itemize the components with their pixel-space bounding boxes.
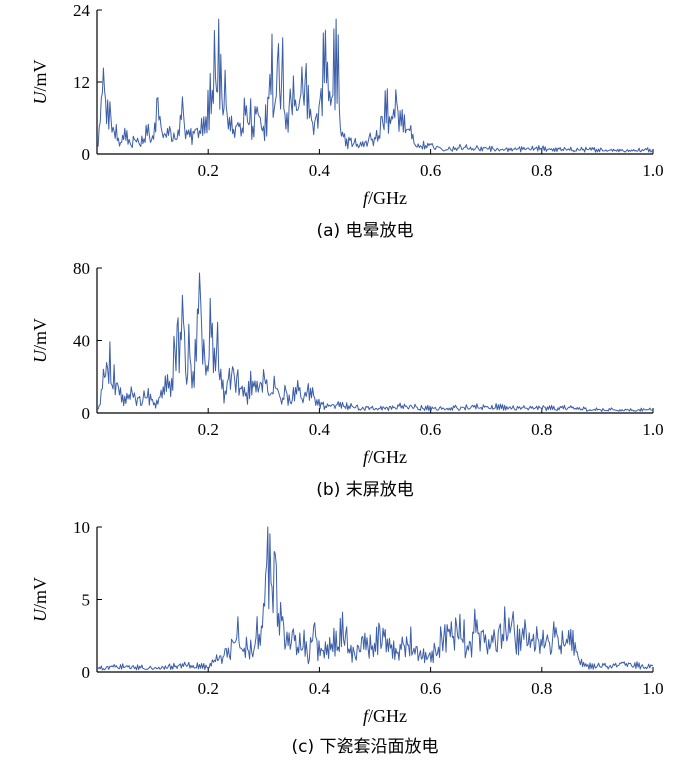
x-tick-label: 0.8 — [531, 679, 552, 698]
spectrum-line — [97, 526, 654, 671]
x-axis-unit: /GHz — [368, 706, 407, 726]
y-axis-unit: /mV — [30, 318, 50, 350]
y-axis-var: U — [30, 91, 50, 105]
panel-caption: (a) 电晕放电 — [316, 221, 413, 241]
panel-caption: (b) 末屏放电 — [316, 480, 413, 500]
y-tick-label: 0 — [82, 663, 91, 682]
y-tick-label: 5 — [82, 591, 91, 610]
chart-panel-0: 0 12 24 0.2 0.4 0.6 0.8 1.0 U/mV f/GHz (a) 电晕放电 — [30, 1, 664, 241]
x-tick-label: 0.4 — [309, 161, 331, 180]
y-tick-label: 12 — [73, 73, 90, 92]
x-axis-unit: /GHz — [368, 447, 407, 467]
y-tick-label: 80 — [73, 259, 90, 278]
x-axis-label: f/GHz — [363, 706, 407, 726]
panel-caption: (c) 下瓷套沿面放电 — [291, 737, 438, 757]
y-axis-var: U — [30, 349, 50, 363]
y-tick-label: 0 — [82, 404, 91, 423]
x-tick-label: 0.8 — [531, 420, 552, 439]
x-axis-label: f/GHz — [363, 188, 407, 208]
y-axis-label: U/mV — [30, 577, 50, 622]
x-axis-var: f — [363, 188, 371, 208]
x-tick-label: 1.0 — [642, 161, 663, 180]
y-axis-label: U/mV — [30, 318, 50, 363]
y-tick-label: 10 — [73, 518, 90, 537]
x-tick-label: 0.2 — [198, 161, 219, 180]
y-axis-unit: /mV — [30, 59, 50, 91]
x-axis-var: f — [363, 706, 371, 726]
x-tick-label: 0.4 — [309, 420, 331, 439]
x-tick-label: 0.6 — [420, 161, 441, 180]
x-tick-label: 1.0 — [642, 679, 663, 698]
x-tick-label: 0.2 — [198, 420, 219, 439]
spectrum-line — [97, 272, 654, 412]
y-axis-label: U/mV — [30, 59, 50, 104]
chart-panel-1: 0 40 80 0.2 0.4 0.6 0.8 1.0 U/mV f/GHz (b) 末屏放电 — [30, 259, 664, 500]
spectrum-line — [97, 18, 654, 153]
x-tick-label: 0.6 — [420, 420, 441, 439]
x-tick-label: 0.2 — [198, 679, 219, 698]
y-tick-label: 0 — [82, 145, 91, 164]
y-tick-label: 24 — [73, 1, 91, 20]
x-tick-label: 0.4 — [309, 679, 331, 698]
x-tick-label: 1.0 — [642, 420, 663, 439]
x-tick-label: 0.6 — [420, 679, 441, 698]
x-tick-label: 0.8 — [531, 161, 552, 180]
y-axis-var: U — [30, 608, 50, 622]
y-tick-label: 40 — [73, 332, 90, 351]
x-axis-unit: /GHz — [368, 188, 407, 208]
chart-panel-2: 0 5 10 0.2 0.4 0.6 0.8 1.0 U/mV f/GHz (c) 下瓷套沿面放电 — [30, 518, 664, 757]
y-axis-unit: /mV — [30, 577, 50, 609]
x-axis-var: f — [363, 447, 371, 467]
x-axis-label: f/GHz — [363, 447, 407, 467]
